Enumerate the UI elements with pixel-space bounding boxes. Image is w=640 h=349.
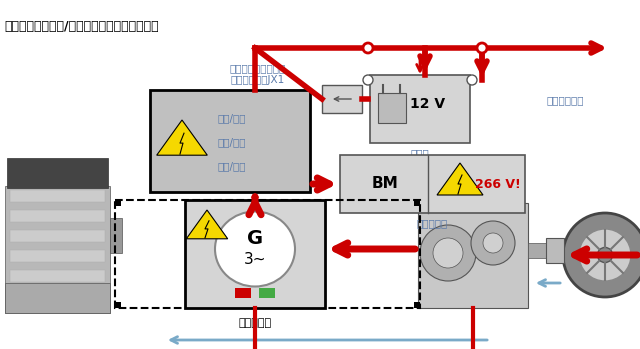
Text: 蓄电池: 蓄电池 [411, 148, 429, 158]
Polygon shape [157, 120, 207, 155]
Circle shape [420, 225, 476, 281]
FancyBboxPatch shape [10, 190, 105, 202]
FancyBboxPatch shape [115, 302, 121, 308]
FancyBboxPatch shape [259, 288, 275, 298]
Circle shape [363, 43, 373, 53]
Circle shape [579, 229, 631, 281]
Text: 直流/交流: 直流/交流 [218, 161, 246, 171]
Circle shape [433, 238, 463, 268]
FancyBboxPatch shape [414, 302, 420, 308]
Text: 发电机模式: 发电机模式 [239, 318, 271, 328]
FancyBboxPatch shape [546, 238, 564, 263]
FancyBboxPatch shape [5, 283, 110, 313]
Text: 车辆电气系统: 车辆电气系统 [547, 95, 584, 105]
Circle shape [483, 233, 503, 253]
Circle shape [363, 75, 373, 85]
Text: BM: BM [372, 177, 398, 192]
FancyBboxPatch shape [528, 243, 546, 258]
Text: 控制电子装置JX1: 控制电子装置JX1 [231, 75, 285, 85]
Polygon shape [186, 210, 228, 239]
FancyBboxPatch shape [110, 218, 122, 253]
Circle shape [563, 213, 640, 297]
Polygon shape [437, 163, 483, 195]
Circle shape [467, 75, 477, 85]
FancyBboxPatch shape [340, 155, 525, 213]
FancyBboxPatch shape [7, 158, 108, 188]
FancyBboxPatch shape [418, 203, 528, 308]
FancyBboxPatch shape [378, 93, 406, 123]
Text: 12 V: 12 V [410, 97, 445, 111]
FancyBboxPatch shape [10, 270, 105, 282]
Circle shape [471, 221, 515, 265]
Text: 高压蓄电池: 高压蓄电池 [417, 218, 447, 228]
Text: 3~: 3~ [244, 252, 266, 267]
Text: 发动机关闭时滑行/制动状态下的能量回收模式: 发动机关闭时滑行/制动状态下的能量回收模式 [4, 20, 159, 33]
Ellipse shape [215, 211, 295, 287]
FancyBboxPatch shape [414, 200, 420, 206]
FancyBboxPatch shape [370, 75, 470, 143]
FancyBboxPatch shape [185, 200, 325, 308]
FancyBboxPatch shape [5, 186, 110, 313]
Text: 交流/直流: 交流/直流 [218, 137, 246, 147]
FancyBboxPatch shape [10, 250, 105, 262]
FancyBboxPatch shape [115, 200, 121, 206]
FancyBboxPatch shape [10, 230, 105, 242]
FancyBboxPatch shape [235, 288, 251, 298]
Text: 266 V!: 266 V! [475, 178, 521, 191]
FancyBboxPatch shape [10, 210, 105, 222]
Text: 电驱动装置的功率和: 电驱动装置的功率和 [230, 63, 286, 73]
Text: G: G [247, 230, 263, 248]
FancyBboxPatch shape [322, 85, 362, 113]
FancyBboxPatch shape [150, 90, 310, 192]
Circle shape [598, 247, 612, 262]
Text: 直流/直流: 直流/直流 [218, 113, 246, 123]
Circle shape [477, 43, 487, 53]
